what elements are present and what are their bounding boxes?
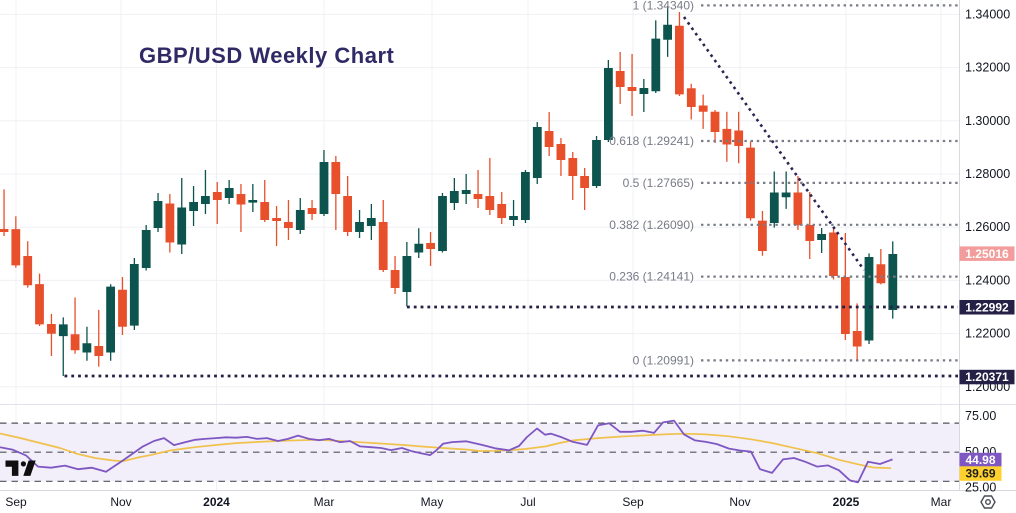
- svg-text:0.382 (1.26090): 0.382 (1.26090): [609, 218, 694, 232]
- svg-text:1.22000: 1.22000: [965, 327, 1010, 341]
- svg-text:1.22992: 1.22992: [965, 300, 1009, 314]
- svg-text:Sep: Sep: [5, 495, 27, 509]
- svg-text:1.24000: 1.24000: [965, 273, 1010, 287]
- svg-text:25.00: 25.00: [965, 480, 996, 494]
- svg-text:1.30000: 1.30000: [965, 114, 1010, 128]
- svg-text:1 (1.34340): 1 (1.34340): [633, 0, 694, 12]
- svg-text:Nov: Nov: [110, 495, 131, 509]
- svg-text:0.5 (1.27665): 0.5 (1.27665): [623, 176, 694, 190]
- svg-text:1.26000: 1.26000: [965, 220, 1010, 234]
- svg-text:Mar: Mar: [314, 495, 335, 509]
- svg-text:75.00: 75.00: [965, 409, 996, 423]
- svg-text:GBP/USD Weekly Chart: GBP/USD Weekly Chart: [139, 43, 395, 68]
- svg-text:1.28000: 1.28000: [965, 167, 1010, 181]
- svg-text:2025: 2025: [833, 495, 860, 509]
- svg-text:0 (1.20991): 0 (1.20991): [633, 353, 694, 367]
- svg-text:Mar: Mar: [931, 495, 952, 509]
- svg-text:2024: 2024: [203, 495, 230, 509]
- svg-text:39.69: 39.69: [965, 467, 995, 481]
- svg-text:Jul: Jul: [520, 495, 535, 509]
- svg-text:Sep: Sep: [622, 495, 644, 509]
- svg-text:0.618 (1.29241): 0.618 (1.29241): [609, 134, 694, 148]
- svg-text:Nov: Nov: [729, 495, 750, 509]
- svg-text:44.98: 44.98: [965, 453, 995, 467]
- svg-text:1.32000: 1.32000: [965, 61, 1010, 75]
- svg-text:0.236 (1.24141): 0.236 (1.24141): [609, 270, 694, 284]
- svg-text:1.34000: 1.34000: [965, 7, 1010, 21]
- svg-text:1.20371: 1.20371: [965, 370, 1009, 384]
- svg-text:1.25016: 1.25016: [965, 247, 1009, 261]
- svg-text:May: May: [421, 495, 444, 509]
